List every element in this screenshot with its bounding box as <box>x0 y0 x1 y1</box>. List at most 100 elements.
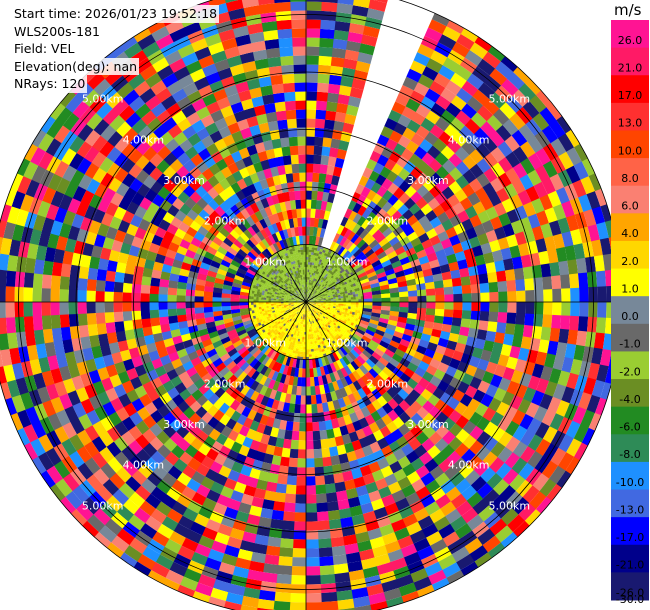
near-range-gate <box>289 294 293 297</box>
velocity-gate <box>355 485 369 497</box>
near-range-gate <box>254 309 258 313</box>
near-range-gate <box>253 307 257 311</box>
near-range-gate <box>264 319 269 323</box>
velocity-gate <box>509 345 521 360</box>
near-range-gate <box>337 292 341 296</box>
near-range-gate <box>308 341 311 345</box>
velocity-gate <box>365 358 376 369</box>
velocity-gate <box>181 464 197 479</box>
velocity-gate <box>261 499 275 510</box>
velocity-gate <box>176 472 192 487</box>
near-range-gate <box>343 297 347 301</box>
near-range-gate <box>320 296 323 299</box>
near-range-gate <box>269 309 273 312</box>
velocity-gate <box>542 276 553 291</box>
velocity-gate <box>124 475 142 492</box>
near-range-gate <box>302 279 304 283</box>
velocity-gate <box>514 383 528 400</box>
near-range-gate <box>284 314 288 317</box>
near-range-gate <box>309 296 312 299</box>
near-range-gate <box>316 342 320 346</box>
velocity-gate <box>494 226 507 241</box>
velocity-gate <box>245 398 256 410</box>
velocity-gate <box>405 273 416 281</box>
near-range-gate <box>314 287 318 291</box>
near-range-gate <box>309 313 311 317</box>
velocity-gate <box>365 481 379 494</box>
velocity-gate <box>347 363 356 373</box>
near-range-gate <box>331 311 335 315</box>
near-range-gate <box>315 322 318 325</box>
near-range-gate <box>322 319 326 323</box>
velocity-gate <box>445 226 458 239</box>
velocity-gate <box>387 481 402 495</box>
velocity-gate <box>415 394 428 407</box>
velocity-gate <box>500 532 518 549</box>
velocity-gate <box>289 448 299 459</box>
velocity-gate <box>349 505 363 517</box>
near-range-gate <box>257 288 261 293</box>
velocity-gate <box>159 546 178 562</box>
velocity-gate <box>374 329 385 337</box>
near-range-gate <box>289 315 292 318</box>
velocity-gate <box>488 351 501 365</box>
velocity-gate <box>371 351 382 361</box>
near-range-gate <box>317 305 321 308</box>
near-range-gate <box>304 332 306 335</box>
velocity-gate <box>347 351 357 361</box>
near-range-gate <box>283 273 287 277</box>
velocity-gate <box>364 346 375 356</box>
near-range-gate <box>326 329 330 333</box>
velocity-gate <box>405 521 422 536</box>
near-range-gate <box>318 298 321 300</box>
near-range-gate <box>320 306 323 309</box>
near-range-gate <box>281 304 284 306</box>
near-range-gate <box>271 296 274 299</box>
velocity-gate <box>129 411 143 426</box>
near-range-gate <box>314 294 317 297</box>
near-range-gate <box>279 315 283 319</box>
velocity-gate <box>319 384 326 395</box>
velocity-gate <box>306 154 315 164</box>
near-range-gate <box>291 320 294 324</box>
velocity-gate <box>457 210 470 224</box>
near-range-gate <box>325 330 329 334</box>
velocity-gate <box>477 380 491 394</box>
velocity-gate <box>527 213 541 230</box>
near-range-gate <box>330 325 334 329</box>
near-range-gate <box>306 319 309 323</box>
near-range-gate <box>320 286 323 289</box>
near-range-gate <box>307 314 309 317</box>
near-range-gate <box>297 325 300 329</box>
near-range-gate <box>302 311 304 315</box>
near-range-gate <box>335 296 339 299</box>
velocity-gate <box>362 288 372 294</box>
near-range-gate <box>317 337 321 341</box>
near-range-gate <box>275 322 279 326</box>
velocity-gate <box>231 421 244 434</box>
near-range-gate <box>350 294 354 298</box>
near-range-gate <box>310 293 313 297</box>
velocity-gate <box>417 377 430 389</box>
velocity-gate <box>141 546 161 563</box>
velocity-gate <box>246 476 259 488</box>
near-range-gate <box>293 299 297 301</box>
velocity-gate <box>474 254 486 267</box>
near-range-gate <box>347 308 351 312</box>
near-range-gate <box>325 284 329 288</box>
velocity-gate <box>305 422 313 432</box>
velocity-gate <box>355 367 365 378</box>
velocity-gate <box>344 353 354 364</box>
velocity-gate <box>376 344 387 354</box>
near-range-gate <box>328 284 332 288</box>
near-range-gate <box>259 308 262 312</box>
velocity-gate <box>424 458 439 473</box>
near-range-gate <box>293 300 297 301</box>
near-range-gate <box>317 277 320 281</box>
velocity-gate <box>444 124 460 140</box>
velocity-gate <box>309 377 315 387</box>
velocity-gate <box>434 287 445 296</box>
velocity-gate <box>499 102 517 120</box>
near-range-gate <box>308 300 312 302</box>
velocity-gate <box>491 342 504 355</box>
